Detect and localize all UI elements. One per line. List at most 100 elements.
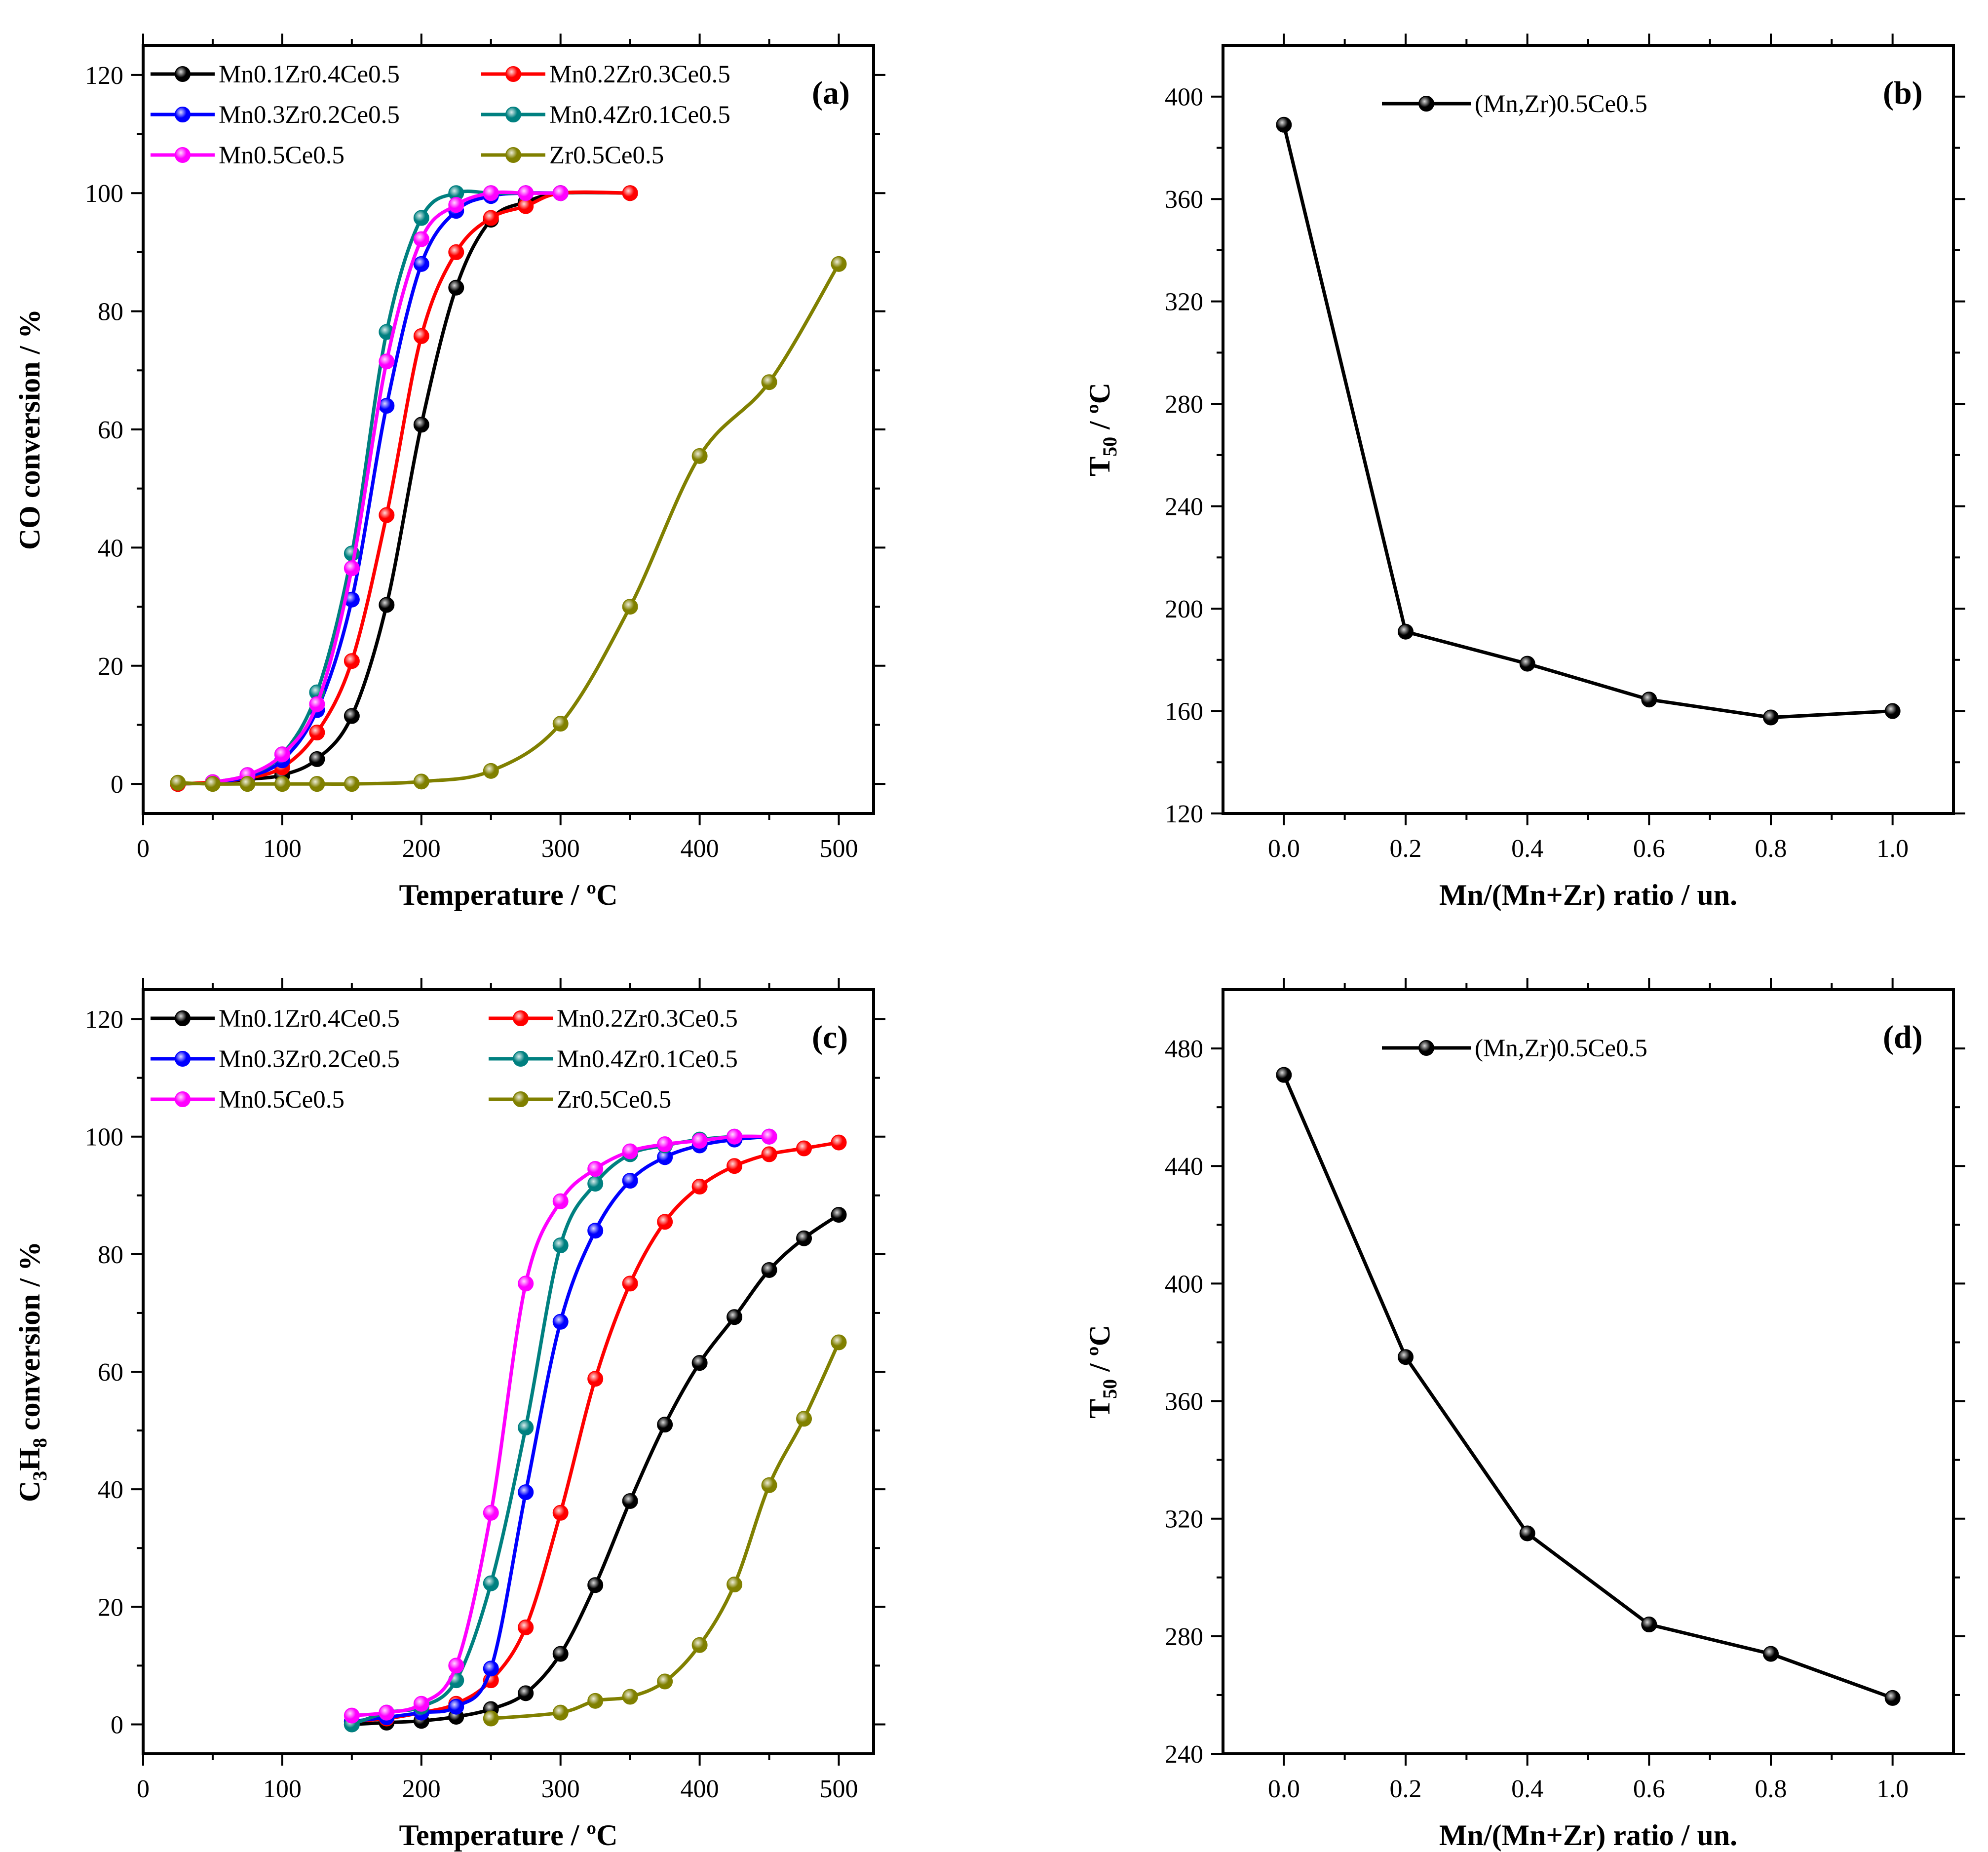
y-tick-label: 320 [1165,1505,1203,1534]
y-axis-label-part: H [13,1448,46,1471]
data-point [309,776,325,792]
y-tick-label: 60 [98,416,123,444]
panel-label: (c) [812,1019,848,1055]
legend-marker [505,107,521,122]
data-point [379,353,395,370]
y-tick-label: 240 [1165,493,1203,521]
data-point [761,1262,777,1278]
data-point [622,1143,638,1159]
data-point [379,398,395,414]
data-point [622,1173,638,1189]
data-point [1398,1349,1414,1365]
data-point [552,716,569,732]
x-tick-label: 0.0 [1268,835,1300,863]
data-point [1884,1690,1901,1706]
data-point [657,1417,673,1433]
x-tick-label: 300 [541,835,580,863]
data-point [587,1371,604,1387]
y-tick-label: 80 [98,298,123,326]
data-point [448,279,464,296]
x-tick-label: 400 [681,835,719,863]
data-point [552,1193,569,1209]
x-tick-label: 0.2 [1390,1775,1422,1803]
x-tick-label: 0.4 [1511,835,1543,863]
y-axis-label: T50 / ºC [1083,1325,1121,1419]
x-tick-label: 0.2 [1390,835,1422,863]
data-point [483,1575,499,1591]
data-point [1519,656,1535,672]
x-tick-label: 500 [820,1775,858,1803]
y-tick-label: 320 [1165,288,1203,316]
legend-label: Mn0.5Ce0.5 [219,142,344,169]
series-Zr0.5Ce0.5 [483,1334,847,1727]
data-point [726,1128,743,1145]
y-tick-label: 80 [98,1241,123,1269]
legend-label: Zr0.5Ce0.5 [549,142,664,169]
data-point [726,1309,743,1325]
y-tick-label: 160 [1165,698,1203,726]
x-tick-label: 1.0 [1876,1775,1909,1803]
legend-marker [513,1051,529,1067]
data-point [413,256,429,272]
x-tick-label: 0.6 [1633,1775,1665,1803]
data-point [518,1685,534,1701]
data-point [761,374,777,390]
data-point [1398,623,1414,640]
data-point [552,1646,569,1662]
data-point [1276,1067,1292,1083]
legend-marker [175,66,191,82]
data-point [831,1134,847,1151]
y-axis-label: C3H8 conversion / % [13,1241,51,1502]
data-point [1276,116,1292,133]
data-point [518,1420,534,1436]
data-point [796,1411,812,1427]
data-point [1641,1617,1657,1633]
legend-label: Mn0.1Zr0.4Ce0.5 [219,61,400,88]
data-point [552,185,569,201]
data-point [587,1577,604,1593]
x-axis-label: Mn/(Mn+Zr) ratio / un. [1439,1819,1737,1852]
y-tick-label: 280 [1165,390,1203,419]
legend-label: (Mn,Zr)0.5Ce0.5 [1475,90,1647,118]
y-axis-label-rest: / ºC [1083,383,1116,437]
y-tick-label: 480 [1165,1035,1203,1063]
data-point [170,774,186,791]
data-point [448,1698,464,1715]
y-tick-label: 0 [111,1711,123,1739]
data-point [413,231,429,247]
data-point [1641,692,1657,708]
legend-label: Mn0.4Zr0.1Ce0.5 [549,101,730,129]
y-tick-label: 40 [98,534,123,562]
data-point [483,1505,499,1521]
y-axis-label-part: 3 [29,1471,51,1481]
data-point [796,1140,812,1157]
legend-marker [175,147,191,163]
y-tick-label: 280 [1165,1623,1203,1651]
data-point [1763,709,1779,726]
data-point [309,696,325,712]
x-tick-label: 0.8 [1755,1775,1787,1803]
y-tick-label: 60 [98,1358,123,1387]
legend-label: Mn0.4Zr0.1Ce0.5 [557,1045,738,1073]
data-point [309,751,325,767]
data-point [691,448,708,464]
data-point [761,1146,777,1162]
data-point [483,185,499,201]
data-point [622,1275,638,1292]
data-point [518,1275,534,1292]
legend-label: Zr0.5Ce0.5 [557,1086,671,1114]
y-axis-label-sub: 50 [1099,1379,1121,1399]
legend-label: (Mn,Zr)0.5Ce0.5 [1475,1035,1647,1062]
data-point [309,725,325,741]
data-point [274,776,290,792]
data-point [344,560,360,577]
legend-marker [505,147,521,163]
y-tick-label: 120 [85,62,123,90]
data-point [657,1136,673,1153]
data-point [831,256,847,272]
legend: Mn0.1Zr0.4Ce0.5 Mn0.2Zr0.3Ce0.5 Mn0.3Zr0.2… [151,61,730,169]
data-point [448,244,464,260]
x-tick-label: 500 [820,835,858,863]
y-axis-label-part: conversion / % [13,1241,46,1438]
data-point [761,1128,777,1145]
